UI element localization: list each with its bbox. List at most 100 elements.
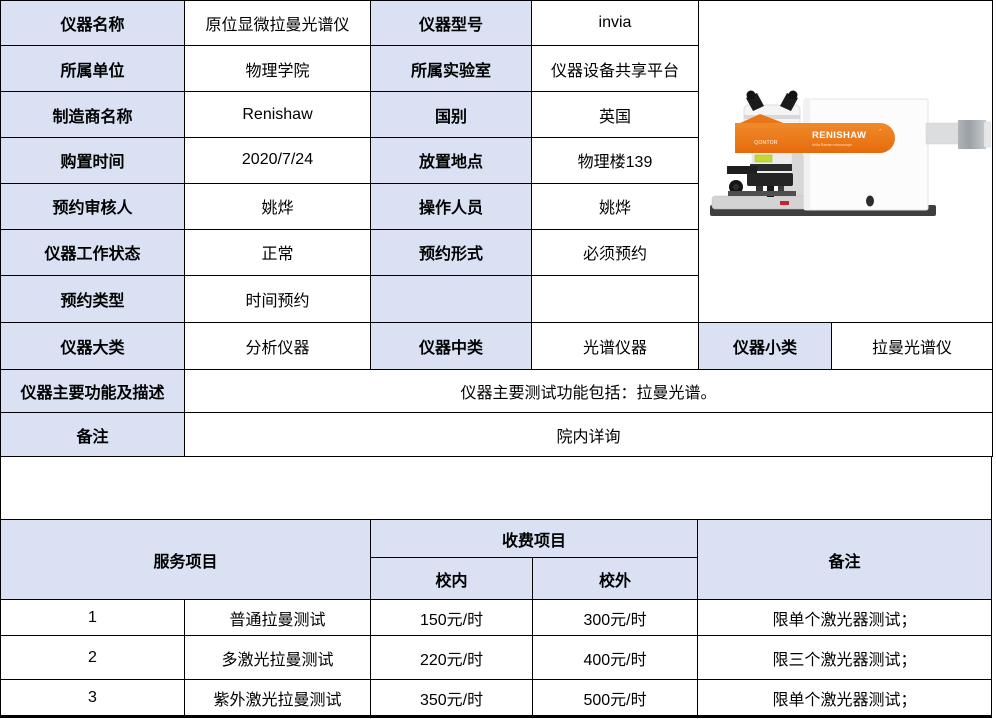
service-row-note: 限单个激光器测试； — [697, 599, 993, 636]
side-arm-tip — [983, 121, 991, 148]
service-row-number: 1 — [0, 599, 185, 636]
service-header-service: 服务项目 — [0, 519, 372, 600]
service-row-number: 3 — [0, 679, 185, 717]
info-label-description: 仪器主要功能及描述 — [0, 369, 185, 413]
info-label-sub-category: 仪器小类 — [698, 322, 832, 370]
service-row-note: 限三个激光器测试； — [697, 635, 993, 680]
leica-logo-mark — [780, 201, 789, 205]
service-row-fee-inside: 220元/时 — [370, 635, 534, 680]
info-value-model: invia — [531, 0, 699, 47]
service-header-inside: 校内 — [370, 557, 534, 600]
table-row: 所属单位 物理学院 所属实验室 仪器设备共享平台 — [0, 45, 993, 93]
info-label-location: 放置地点 — [370, 137, 532, 184]
info-value-major-category: 分析仪器 — [184, 322, 371, 370]
info-value-instrument-name: 原位显微拉曼光谱仪 — [184, 0, 371, 47]
service-row-fee-outside: 400元/时 — [532, 635, 699, 680]
info-label-unit: 所属单位 — [0, 45, 185, 93]
info-label-booking-type: 预约类型 — [0, 274, 185, 324]
table-row: 仪器名称 原位显微拉曼光谱仪 仪器型号 invia — [0, 0, 993, 323]
raman-microscope-illustration: RENISHAW ´ inVia Raman microscope QONTOR — [710, 90, 991, 216]
info-empty-header-cell — [370, 274, 532, 324]
table-row: 购置时间 2020/7/24 放置地点 物理楼139 — [0, 137, 993, 184]
focus-knob-inner — [733, 184, 739, 190]
eyepiece-right-cap — [788, 90, 798, 100]
table-row: 预约类型 时间预约 — [0, 274, 993, 324]
band-subtitle: inVia Raman microscope — [812, 143, 852, 147]
info-label-booking-form: 预约形式 — [370, 228, 532, 276]
info-label-major-category: 仪器大类 — [0, 322, 185, 370]
box-foot-screw — [866, 195, 874, 207]
info-value-country: 英国 — [531, 91, 699, 139]
service-row-name: 多激光拉曼测试 — [183, 635, 372, 680]
service-row-name: 普通拉曼测试 — [183, 599, 372, 636]
service-row: 1 普通拉曼测试 150元/时 300元/时 限单个激光器测试； — [0, 599, 993, 636]
info-value-sub-category: 拉曼光谱仪 — [831, 322, 993, 370]
eyepiece-left-cap — [746, 90, 756, 100]
info-label-instrument-name: 仪器名称 — [0, 0, 185, 47]
info-label-purchase-date: 购置时间 — [0, 137, 185, 184]
microscope-head-stripe — [744, 115, 800, 119]
instrument-photo-cell: RENISHAW ´ inVia Raman microscope QONTOR — [698, 0, 993, 323]
table-row: 校内 校外 — [1, 557, 992, 600]
nosepiece-turret — [747, 173, 793, 186]
info-label-status: 仪器工作状态 — [0, 228, 185, 276]
table-row: 仪器主要功能及描述 仪器主要测试功能包括：拉曼光谱。 — [0, 369, 993, 413]
info-value-lab: 仪器设备共享平台 — [531, 45, 699, 93]
info-label-remark: 备注 — [0, 412, 185, 457]
info-value-status: 正常 — [184, 228, 371, 276]
side-arm-block — [958, 120, 986, 149]
stage — [728, 191, 796, 196]
table-row: 仪器工作状态 正常 预约形式 必须预约 — [0, 228, 993, 276]
band-wedge — [738, 114, 786, 124]
service-row: 2 多激光拉曼测试 220元/时 400元/时 限三个激光器测试； — [0, 635, 993, 680]
info-value-mid-category: 光谱仪器 — [531, 322, 699, 370]
info-label-reviewer: 预约审核人 — [0, 182, 185, 230]
side-arm — [925, 122, 963, 145]
scope-model-label: QONTOR — [754, 140, 778, 146]
service-row: 3 紫外激光拉曼测试 350元/时 500元/时 限单个激光器测试； — [0, 679, 993, 717]
table-row: 预约审核人 姚烨 操作人员 姚烨 — [0, 182, 993, 230]
instrument-info-table: 仪器名称 原位显微拉曼光谱仪 仪器型号 invia — [0, 0, 993, 457]
info-value-location: 物理楼139 — [531, 137, 699, 184]
service-header-remark: 备注 — [697, 519, 993, 600]
service-row-fee-outside: 500元/时 — [532, 679, 699, 717]
spectrometer-box — [803, 98, 929, 211]
info-value-purchase-date: 2020/7/24 — [184, 137, 371, 184]
instrument-photo: RENISHAW ´ inVia Raman microscope QONTOR — [700, 2, 992, 322]
renishaw-band — [735, 123, 895, 153]
service-row-note: 限单个激光器测试； — [697, 679, 993, 717]
info-label-operator: 操作人员 — [370, 182, 532, 230]
table-row: 备注 院内详询 — [0, 412, 993, 457]
info-value-booking-form: 必须预约 — [531, 228, 699, 276]
info-label-mid-category: 仪器中类 — [370, 322, 532, 370]
service-row-number: 2 — [0, 635, 185, 680]
info-value-booking-type: 时间预约 — [184, 274, 371, 324]
body-slat — [750, 164, 792, 171]
service-row-fee-inside: 350元/时 — [370, 679, 534, 717]
info-label-model: 仪器型号 — [370, 0, 532, 47]
info-value-manufacturer: Renishaw — [184, 91, 371, 139]
info-value-description: 仪器主要测试功能包括：拉曼光谱。 — [184, 369, 993, 413]
service-header-fee: 收费项目 — [370, 519, 699, 558]
table-row: 服务项目 收费项目 备注 — [0, 519, 993, 600]
service-fee-table: 服务项目 收费项目 备注 校内 校外 1 普通拉曼测试 150元/时 300元/… — [0, 519, 993, 718]
info-label-manufacturer: 制造商名称 — [0, 91, 185, 139]
service-row-fee-outside: 300元/时 — [532, 599, 699, 636]
renishaw-logo-apostrophe: ´ — [879, 130, 882, 137]
spectrometer-box-shading — [804, 99, 810, 210]
info-value-unit: 物理学院 — [184, 45, 371, 93]
info-value-reviewer: 姚烨 — [184, 182, 371, 230]
info-label-lab: 所属实验室 — [370, 45, 532, 93]
stage-handle — [727, 166, 757, 174]
objective-3 — [778, 186, 784, 193]
service-header-outside: 校外 — [532, 557, 699, 600]
renishaw-logo: RENISHAW — [812, 130, 866, 141]
info-value-operator: 姚烨 — [531, 182, 699, 230]
service-row-fee-inside: 150元/时 — [370, 599, 534, 636]
objective-1 — [756, 186, 763, 194]
laser-safety-label — [754, 154, 773, 163]
service-row-name: 紫外激光拉曼测试 — [183, 679, 372, 717]
empty-spacer-band — [0, 457, 992, 519]
table-row: 仪器大类 分析仪器 仪器中类 光谱仪器 仪器小类 拉曼光谱仪 — [0, 322, 993, 370]
